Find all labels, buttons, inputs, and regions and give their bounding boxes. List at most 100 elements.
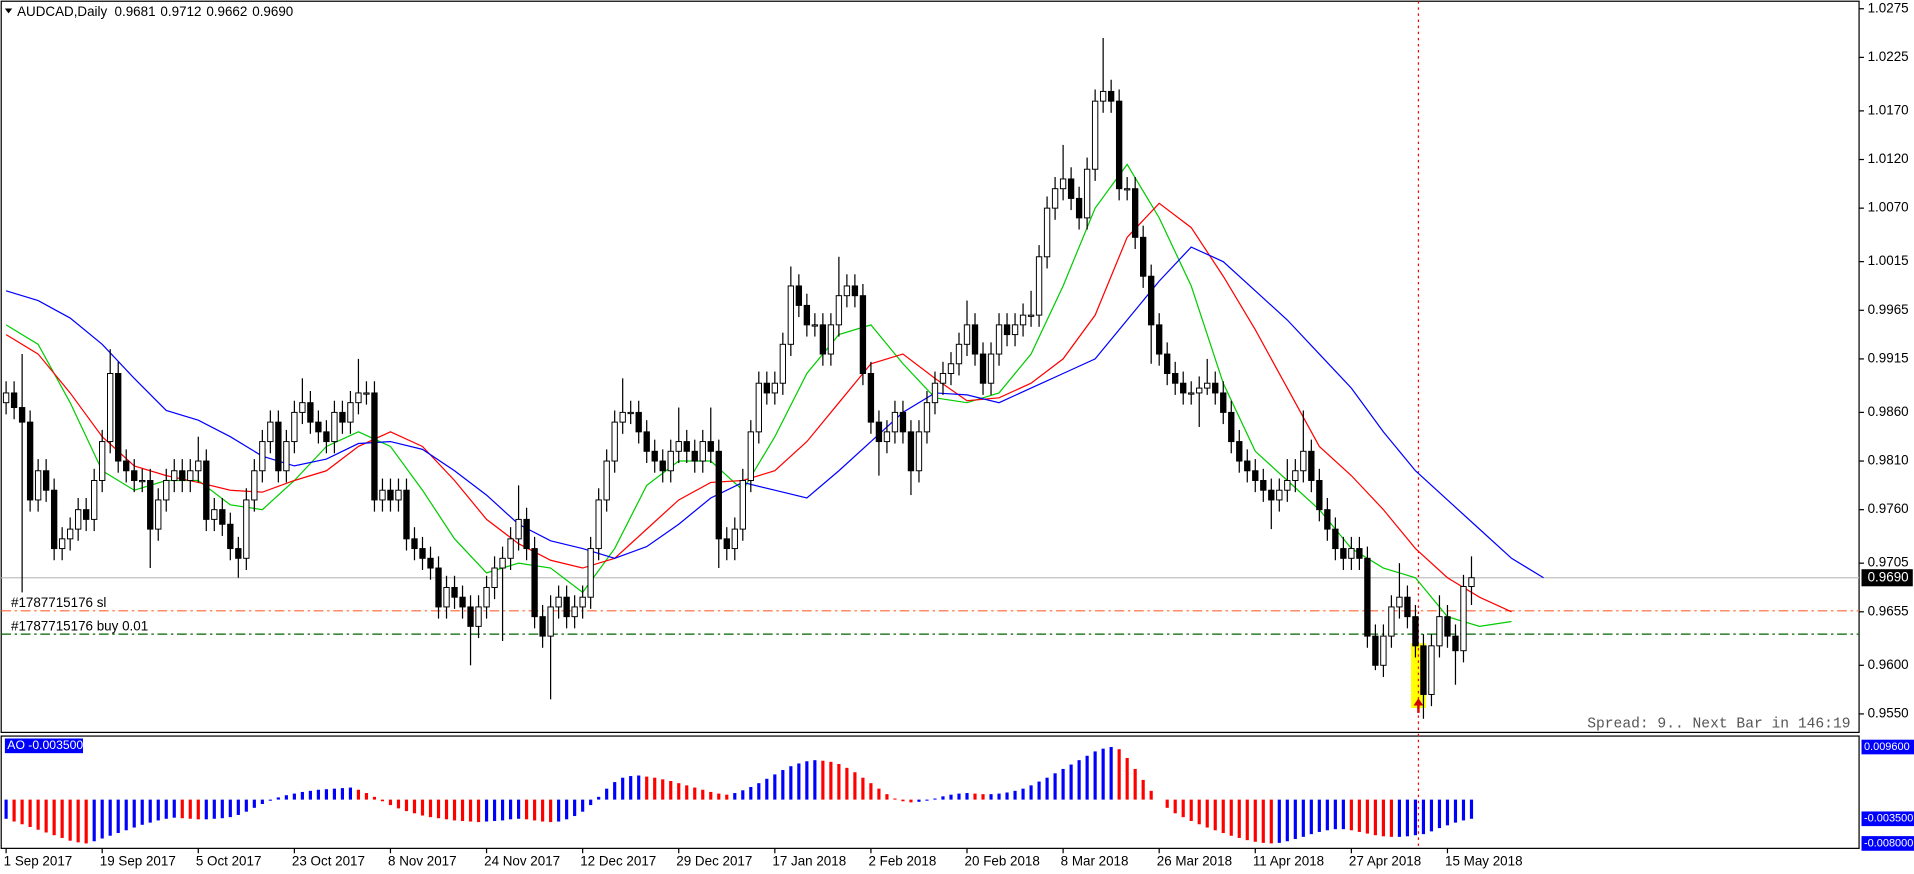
candle-body <box>459 596 466 608</box>
candle-body <box>1324 509 1331 530</box>
candle-body <box>491 567 498 588</box>
candle-body <box>99 441 106 481</box>
candle-body <box>299 402 306 413</box>
ao-tick-label: -0.003500 <box>1864 813 1913 825</box>
candle-body <box>451 586 458 598</box>
candle-body <box>275 421 282 472</box>
y-tick-label: 0.9810 <box>1868 453 1909 468</box>
candle-body <box>123 460 130 472</box>
candle-body <box>523 518 530 550</box>
x-tick-label: 11 Apr 2018 <box>1253 853 1324 868</box>
candle-body <box>515 518 522 540</box>
candle-body <box>179 470 186 481</box>
candle-body <box>947 363 955 374</box>
candle-body <box>1212 382 1219 394</box>
candle-body <box>26 421 34 501</box>
main-panel-frame <box>0 0 1860 734</box>
candle-body <box>58 538 66 550</box>
candle-body <box>1204 382 1211 389</box>
candle-body <box>267 421 274 443</box>
candle-body <box>1244 460 1251 472</box>
candle-body <box>1404 596 1411 618</box>
candle-body <box>355 392 362 404</box>
candle-body <box>563 596 570 618</box>
candle-body <box>987 353 995 384</box>
candle-body <box>10 392 18 409</box>
candle-body <box>1131 188 1139 238</box>
candle-body <box>651 450 658 462</box>
candle-body <box>131 470 138 481</box>
y-tick-label: 0.9760 <box>1868 501 1909 516</box>
candle-body <box>1027 314 1035 317</box>
y-tick-label: 1.0120 <box>1868 151 1909 166</box>
candle-body <box>139 479 146 483</box>
y-tick-label: 1.0170 <box>1868 102 1909 117</box>
candle-body <box>1460 586 1467 652</box>
candle-body <box>395 489 402 501</box>
ao-label-box <box>4 738 84 754</box>
ao-tick-box <box>1861 811 1914 827</box>
candle-body <box>483 586 490 608</box>
candle-body <box>1396 596 1403 608</box>
x-tick-label: 19 Sep 2017 <box>100 853 176 868</box>
candle-body <box>91 479 98 520</box>
candle-body <box>195 460 202 472</box>
candle-body <box>1372 635 1379 666</box>
candle-body <box>859 295 867 374</box>
y-tick-label: 1.0015 <box>1868 253 1909 268</box>
candle-body <box>619 411 626 423</box>
candle-body <box>403 489 410 540</box>
candle-body <box>627 411 634 415</box>
candle-body <box>1172 373 1179 384</box>
candle-body <box>18 407 26 423</box>
y-tick-label: 0.9705 <box>1868 555 1909 570</box>
candle-body <box>1452 635 1459 652</box>
candle-body <box>1340 548 1347 559</box>
chart-header: AUDCAD,Daily 0.9681 0.9712 0.9662 0.9690 <box>17 4 293 19</box>
candle-body <box>555 596 562 608</box>
candle-body <box>595 499 602 550</box>
candle-body <box>611 421 618 462</box>
candle-body <box>1011 324 1019 336</box>
candle-body <box>1059 178 1067 190</box>
x-tick-label: 29 Dec 2017 <box>676 853 752 868</box>
candle-body <box>1051 188 1059 209</box>
candle-body <box>1436 616 1443 647</box>
candle-body <box>1220 392 1227 413</box>
candle-body <box>83 509 90 520</box>
candle-body <box>1180 382 1187 394</box>
candle-body <box>635 411 642 433</box>
y-tick-label: 1.0225 <box>1868 49 1909 64</box>
candle-body <box>843 285 851 297</box>
y-tick-label: 1.0070 <box>1868 200 1909 215</box>
candle-body <box>811 324 819 327</box>
candle-body <box>1268 489 1275 501</box>
ao-tick-label: 0.009600 <box>1864 741 1910 753</box>
candle-body <box>539 616 546 637</box>
candle-body <box>571 606 578 618</box>
x-tick-label: 24 Nov 2017 <box>484 853 560 868</box>
candle-body <box>1292 470 1299 481</box>
candle-body <box>931 382 939 404</box>
candle-body <box>779 343 787 384</box>
candle-body <box>763 382 770 394</box>
candle-body <box>499 557 506 569</box>
candle-body <box>643 431 650 452</box>
candle-body <box>1043 207 1051 258</box>
header-close: 0.9690 <box>252 4 293 19</box>
candle-body <box>1164 353 1171 374</box>
order-label: #1787715176 buy 0.01 <box>11 618 148 633</box>
candle-body <box>1364 557 1371 637</box>
candle-body <box>34 470 42 501</box>
candle-body <box>803 304 811 326</box>
candle-body <box>339 411 346 423</box>
y-tick-label: 0.9915 <box>1868 350 1909 365</box>
x-tick-label: 23 Oct 2017 <box>292 853 365 868</box>
candle-body <box>315 421 322 433</box>
price-label: 0.9690 <box>1868 569 1909 584</box>
candle-body <box>1412 616 1419 647</box>
candle-body <box>1075 197 1083 219</box>
candle-body <box>259 441 266 472</box>
